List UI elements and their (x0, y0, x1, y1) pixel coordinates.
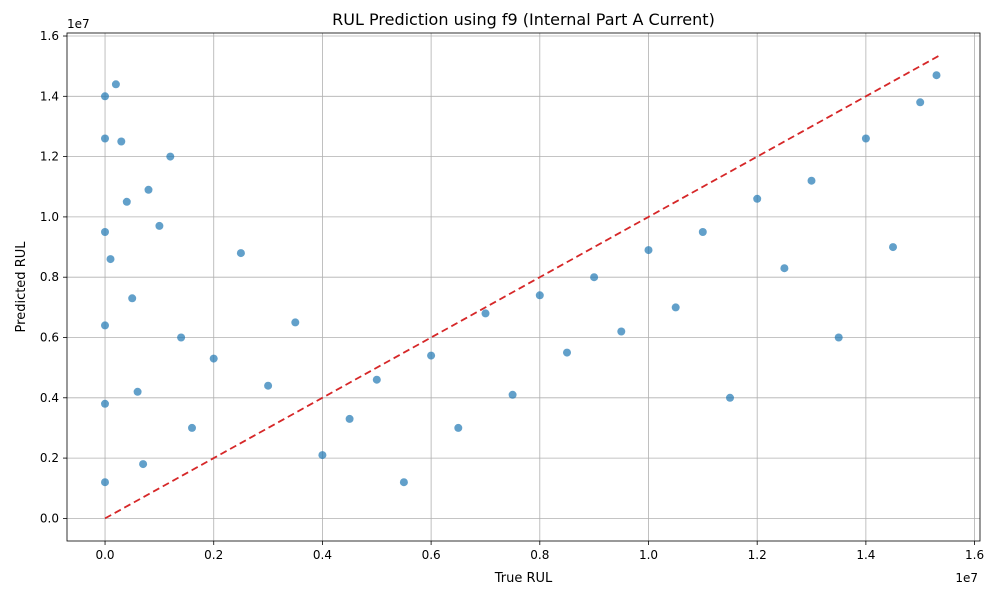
y-tick-label: 0.4 (40, 391, 59, 405)
data-point (834, 333, 843, 342)
data-point (166, 152, 175, 161)
data-point (139, 460, 148, 469)
data-point (117, 137, 126, 146)
data-point (111, 80, 120, 89)
data-point (101, 399, 109, 408)
data-point (128, 294, 137, 303)
y-tick-label: 0.6 (40, 330, 59, 344)
data-point (345, 414, 354, 423)
x-axis-label: True RUL (494, 571, 553, 586)
y-axis-scale-label: 1e7 (67, 17, 90, 31)
y-tick-label: 1.4 (40, 89, 59, 103)
x-tick-label: 1.4 (856, 548, 875, 562)
grid (67, 33, 980, 541)
data-point (481, 309, 490, 318)
data-point (399, 478, 408, 487)
data-point (209, 354, 218, 363)
data-point (264, 381, 273, 390)
data-point (508, 390, 517, 399)
x-tick-label: 0.2 (204, 548, 223, 562)
x-tick-label: 0.6 (422, 548, 441, 562)
y-tick-label: 0.8 (40, 270, 59, 284)
data-point (291, 318, 300, 327)
data-point (101, 134, 109, 143)
data-point (101, 228, 109, 236)
x-axis-scale-label: 1e7 (955, 571, 978, 585)
x-tick-label: 0.0 (95, 548, 114, 562)
data-point (454, 423, 463, 432)
data-point (671, 303, 680, 312)
data-point (889, 243, 897, 252)
data-point (155, 221, 164, 230)
y-axis-label: Predicted RUL (14, 241, 29, 333)
reference-line (104, 54, 940, 520)
y-tick-label: 1.2 (40, 150, 59, 164)
data-point (106, 255, 115, 264)
data-point (133, 387, 142, 396)
data-point (427, 351, 436, 360)
x-tick-label: 0.8 (530, 548, 549, 562)
data-point (318, 451, 327, 460)
data-point (916, 98, 925, 107)
data-point (861, 134, 870, 143)
data-point (188, 423, 196, 432)
data-point (590, 273, 599, 282)
data-point (563, 348, 571, 357)
plot-frame (66, 32, 981, 542)
y-tick-label: 0.0 (40, 511, 59, 525)
data-point (122, 197, 131, 206)
x-tick-label: 0.4 (313, 548, 332, 562)
x-tick-label: 1.0 (639, 548, 658, 562)
y-tick-label: 1.6 (40, 29, 59, 43)
data-point (617, 327, 626, 336)
data-point (101, 321, 109, 330)
data-points (101, 71, 941, 487)
data-point (101, 92, 109, 101)
data-point (807, 176, 816, 185)
data-point (101, 478, 109, 487)
data-point (236, 249, 245, 258)
data-point (780, 264, 789, 273)
axis-ticks: 0.0 0.2 0.4 0.6 0.8 1.0 1.2 1.4 1.6 0.0 0.2 0.4 0.6 0… (40, 29, 984, 562)
x-tick-label: 1.6 (965, 548, 984, 562)
chart-title: RUL Prediction using f9 (Internal Part A… (332, 10, 715, 29)
data-point (932, 71, 941, 80)
x-tick-label: 1.2 (748, 548, 767, 562)
data-point (372, 375, 381, 384)
data-point (535, 291, 544, 300)
data-point (726, 393, 734, 402)
data-point (144, 185, 153, 194)
y-tick-label: 0.2 (40, 451, 59, 465)
data-point (698, 228, 707, 236)
data-point (753, 194, 762, 203)
data-point (177, 333, 186, 342)
data-point (644, 246, 653, 255)
y-tick-label: 1.0 (40, 210, 59, 224)
